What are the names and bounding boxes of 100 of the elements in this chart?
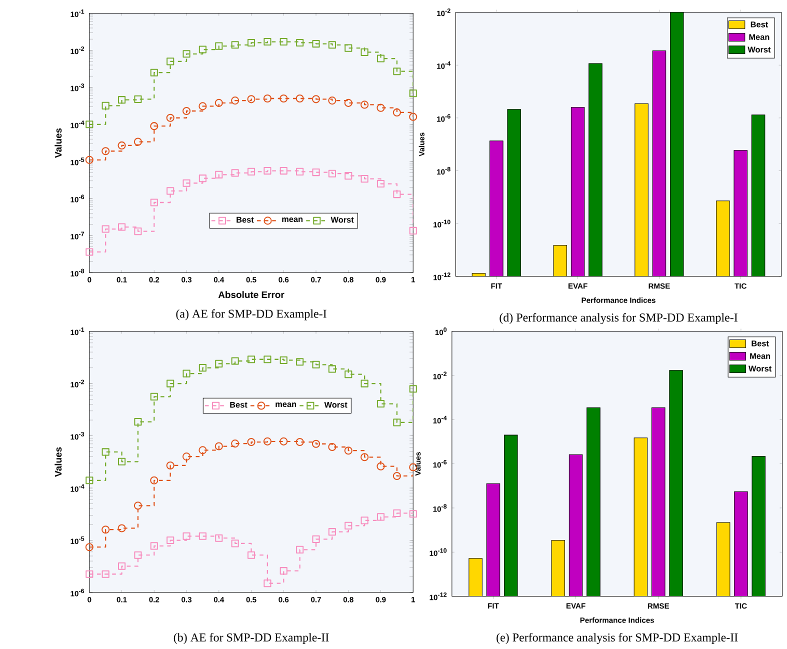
point [215, 360, 223, 368]
point [182, 179, 190, 187]
point [344, 172, 352, 180]
point [409, 89, 417, 97]
point [264, 579, 272, 587]
point [409, 112, 418, 121]
point [134, 551, 142, 559]
point [409, 384, 417, 393]
point [392, 108, 401, 116]
point [393, 418, 401, 426]
point [328, 170, 336, 178]
point [360, 380, 368, 388]
text: (a) AE for SMP-DD Example-I [176, 309, 326, 320]
x-axis-title: Absolute Error [218, 290, 284, 298]
legend-label: mean [282, 217, 303, 222]
point [134, 95, 142, 103]
point [392, 472, 401, 480]
point [214, 442, 223, 450]
point [198, 102, 207, 110]
legend-label: Best [236, 216, 254, 222]
point [102, 448, 110, 456]
point [296, 38, 304, 46]
point [344, 446, 352, 454]
point [312, 94, 320, 104]
point [102, 146, 110, 156]
point [296, 94, 304, 102]
point [118, 458, 126, 466]
point [150, 392, 158, 400]
point [182, 106, 191, 115]
point [312, 440, 320, 448]
point [166, 536, 174, 544]
point [182, 532, 190, 540]
legend-label: Best [752, 340, 769, 346]
point [247, 355, 256, 363]
point [280, 166, 288, 174]
point [312, 40, 320, 48]
point [247, 38, 256, 46]
point [328, 365, 336, 373]
point [134, 418, 142, 426]
point [231, 168, 239, 177]
point [376, 180, 385, 188]
point [409, 510, 417, 518]
legend-label: Worst [748, 46, 771, 52]
point [198, 174, 206, 182]
point [296, 438, 304, 446]
point [231, 539, 239, 548]
point [86, 248, 94, 256]
point [376, 462, 385, 470]
point [376, 54, 385, 62]
point [118, 223, 126, 231]
point [231, 439, 240, 448]
point [166, 58, 174, 66]
point [263, 94, 272, 102]
point [328, 528, 336, 536]
point [328, 96, 336, 104]
point [376, 512, 385, 521]
point [231, 96, 240, 104]
point [312, 535, 320, 543]
legend-label: Best [230, 402, 248, 408]
point [198, 532, 206, 540]
point [134, 501, 142, 510]
point [280, 356, 288, 364]
point [344, 522, 352, 530]
point [215, 170, 223, 178]
point [214, 98, 223, 107]
point [215, 534, 223, 542]
point [86, 120, 94, 128]
point [247, 438, 256, 446]
point [393, 509, 401, 517]
point [150, 198, 158, 206]
point [182, 452, 191, 460]
point [166, 186, 174, 195]
legend-label: Mean [749, 34, 770, 40]
legend-label: Worst [324, 402, 348, 408]
point [360, 452, 369, 462]
point [280, 566, 288, 574]
point [182, 370, 190, 378]
point [198, 446, 207, 454]
point [296, 168, 304, 176]
point [85, 156, 94, 164]
point [150, 542, 158, 550]
point [247, 168, 256, 176]
point [296, 358, 304, 366]
point [166, 461, 174, 470]
point [312, 168, 320, 176]
point [376, 400, 385, 408]
point [280, 38, 288, 46]
text: (b) AE for SMP-DD Example-II [174, 632, 329, 644]
point [166, 380, 174, 388]
point [86, 570, 94, 578]
point [198, 46, 206, 54]
point [198, 364, 206, 372]
point [102, 102, 110, 110]
point [118, 562, 126, 570]
point [360, 174, 368, 182]
legend-label: mean [276, 402, 296, 407]
point [166, 114, 174, 122]
point [150, 122, 158, 130]
point [102, 225, 110, 233]
point [280, 94, 288, 102]
